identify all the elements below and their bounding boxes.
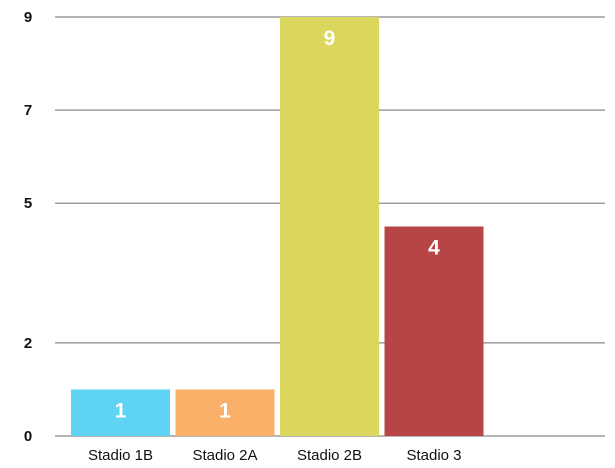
bar-value-label: 1 [115,399,127,422]
bars [71,17,484,436]
bar-value-label: 4 [428,237,440,260]
bar-value-label: 9 [324,27,336,50]
bar [71,389,170,436]
bar [175,389,275,436]
y-tick-label: 9 [24,9,32,26]
x-axis-labels: Stadio 1B Stadio 2A Stadio 2B Stadio 3 [88,447,462,464]
y-tick-label: 7 [24,102,32,119]
y-tick-label: 0 [24,428,32,445]
x-category-label: Stadio 1B [88,447,153,464]
y-axis-ticks: 0 2 5 7 9 [24,9,32,445]
bar-value-label: 1 [219,399,231,422]
bar [384,226,484,436]
x-category-label: Stadio 2A [192,447,257,464]
y-tick-label: 5 [24,195,32,212]
y-tick-label: 2 [24,335,32,352]
bar [280,17,379,436]
x-category-label: Stadio 3 [406,447,461,464]
data-labels: 1 1 9 4 [115,27,441,422]
x-category-label: Stadio 2B [297,447,362,464]
